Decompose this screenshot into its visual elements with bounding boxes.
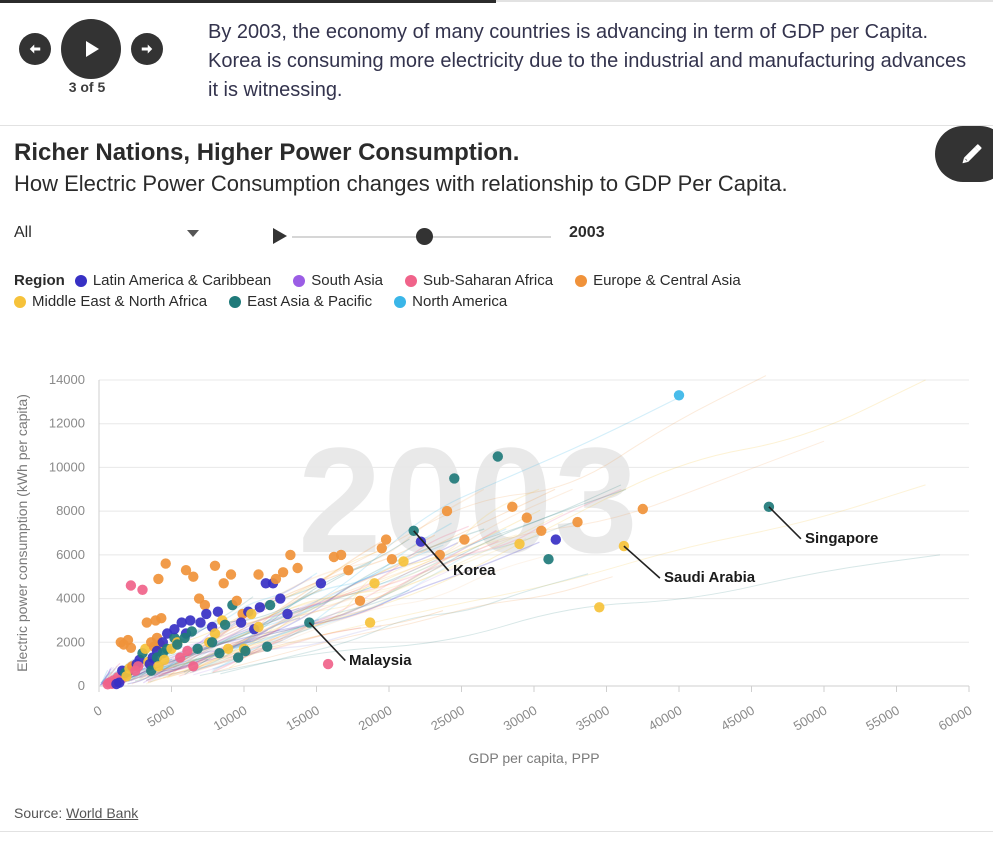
- svg-text:14000: 14000: [49, 372, 85, 387]
- svg-text:15000: 15000: [283, 703, 322, 730]
- svg-text:8000: 8000: [56, 503, 85, 518]
- svg-text:50000: 50000: [791, 703, 830, 730]
- svg-text:35000: 35000: [573, 703, 612, 730]
- svg-text:55000: 55000: [863, 703, 902, 730]
- svg-text:25000: 25000: [428, 703, 467, 730]
- svg-text:0: 0: [91, 703, 105, 720]
- svg-text:40000: 40000: [646, 703, 685, 730]
- svg-text:12000: 12000: [49, 416, 85, 431]
- svg-text:2000: 2000: [56, 634, 85, 649]
- svg-text:45000: 45000: [718, 703, 757, 730]
- svg-text:10000: 10000: [49, 459, 85, 474]
- svg-text:60000: 60000: [936, 703, 975, 730]
- svg-text:30000: 30000: [501, 703, 540, 730]
- svg-text:10000: 10000: [211, 703, 250, 730]
- svg-text:5000: 5000: [144, 703, 177, 730]
- svg-text:6000: 6000: [56, 547, 85, 562]
- svg-text:4000: 4000: [56, 591, 85, 606]
- svg-text:20000: 20000: [356, 703, 395, 730]
- svg-text:0: 0: [78, 678, 85, 693]
